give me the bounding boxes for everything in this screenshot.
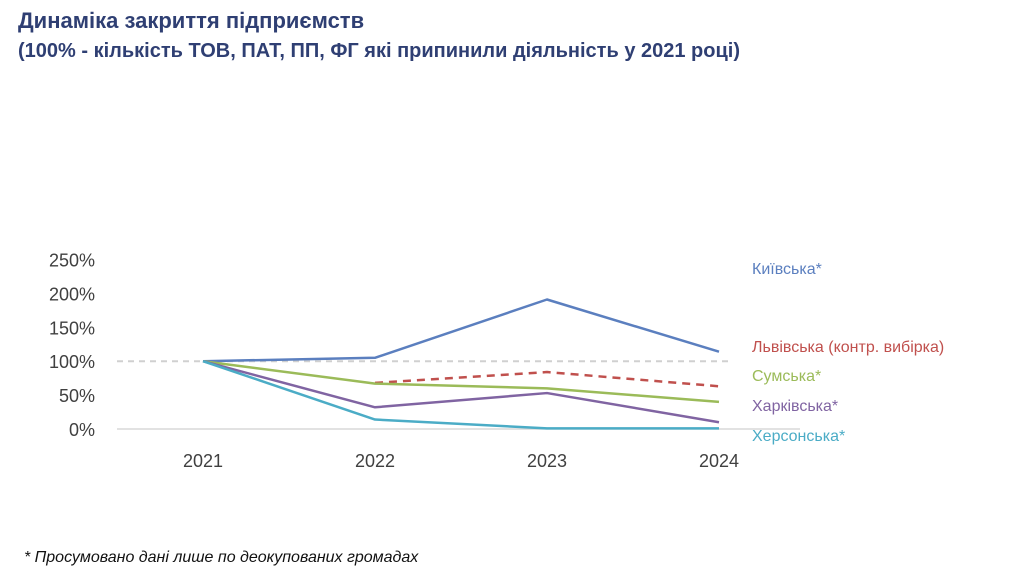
y-tick-label: 100% (49, 352, 95, 372)
x-tick-label: 2022 (355, 451, 395, 471)
y-tick-label: 250% (49, 251, 95, 271)
series-line (202, 359, 720, 404)
series-label: Сумська* (752, 368, 821, 385)
y-tick-label: 150% (49, 318, 95, 338)
series-label: Харківська* (752, 398, 838, 415)
line-chart: 0% 50% 100% 150% 200% 250% 2021 2022 2023 2024 Киї… (49, 251, 944, 472)
y-tick-label: 0% (69, 420, 95, 440)
chart-title: Динаміка закриття підприємств (18, 8, 365, 33)
series-line (202, 298, 720, 363)
series-line (374, 370, 720, 388)
chart-subtitle: (100% - кількість ТОВ, ПАТ, ПП, ФГ які п… (18, 40, 740, 62)
y-tick-label: 200% (49, 284, 95, 304)
x-tick-label: 2024 (699, 451, 739, 471)
series-line (202, 359, 720, 424)
series-label: Херсонська* (752, 428, 845, 445)
x-tick-label: 2023 (527, 451, 567, 471)
series-label: Київська* (752, 261, 822, 278)
x-tick-label: 2021 (183, 451, 223, 471)
series-label: Львівська (контр. вибірка) (752, 339, 944, 356)
y-tick-label: 50% (59, 386, 95, 406)
footnote: * Просумовано дані лише по деокупованих … (24, 549, 419, 566)
series-line (202, 360, 719, 430)
